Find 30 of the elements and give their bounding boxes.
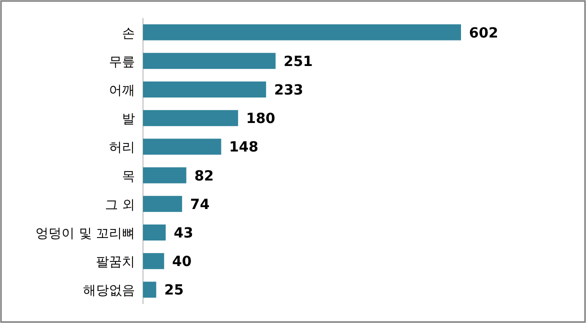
y-tick-label: 발 [122,112,135,128]
bar [143,52,276,69]
bar [143,24,461,40]
y-tick-label: 팔꿈치 [96,255,135,270]
bar [143,253,164,270]
data-label: 180 [246,111,276,128]
bar [143,224,166,241]
data-label: 43 [174,226,194,242]
bar [143,138,222,155]
data-label: 251 [284,54,313,70]
bar [143,81,266,98]
y-tick-label: 허리 [109,140,135,156]
bar [143,110,238,126]
y-tick-label: 손 [122,26,135,42]
data-label: 82 [194,168,214,184]
y-tick-label: 목 [122,169,135,184]
data-label: 40 [172,254,192,270]
data-label: 602 [469,25,498,42]
y-tick-label: 엉덩이 및 꼬리뼈 [36,226,135,242]
y-tick-label: 무릎 [109,54,135,70]
data-label: 233 [274,82,304,98]
bar [143,167,186,184]
y-tick-label: 해당없음 [83,284,135,299]
data-label: 148 [229,140,258,156]
bar [143,196,182,212]
bar [143,282,156,298]
data-label: 74 [190,196,210,213]
y-tick-label: 그 외 [104,198,135,213]
y-tick-label: 어깨 [109,84,135,98]
data-label: 25 [164,282,184,299]
